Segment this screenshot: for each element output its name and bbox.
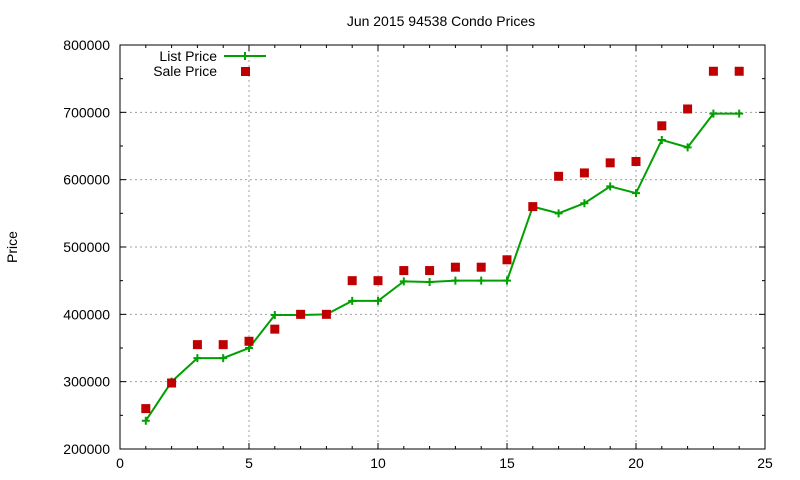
sale-price-point <box>425 266 435 276</box>
list-price-point <box>374 296 382 305</box>
sale-price-point <box>683 104 693 114</box>
sale-price-point <box>657 121 667 131</box>
grid <box>120 45 765 449</box>
sale-price-point <box>450 262 460 272</box>
list-price-point <box>683 143 692 152</box>
y-tick-label: 600000 <box>63 172 110 188</box>
chart-title: Jun 2015 94538 Condo Prices <box>347 13 535 29</box>
sale-price-point <box>347 276 357 286</box>
x-tick-label: 25 <box>757 455 773 471</box>
series-marks <box>141 66 744 425</box>
list-price-point <box>554 209 563 218</box>
list-price-line <box>144 112 740 422</box>
list-price-point <box>451 276 460 285</box>
y-tick-label: 300000 <box>63 374 110 390</box>
y-tick-label: 400000 <box>63 306 110 322</box>
y-tick-label: 800000 <box>63 37 110 53</box>
sale-price-point <box>528 202 538 212</box>
sale-price-point <box>270 324 280 334</box>
sale-price-point <box>476 262 486 272</box>
axis-ticks: 0 5 10 15 20 25 200000 300000 400000 500000 600000… <box>63 37 773 471</box>
sale-price-point <box>605 158 615 168</box>
sale-price-point <box>579 168 589 178</box>
y-axis-title: Price <box>4 231 20 263</box>
list-price-point <box>270 311 279 320</box>
legend: List Price Sale Price <box>153 48 266 79</box>
sale-price-point <box>141 404 151 414</box>
sale-price-point <box>244 336 254 346</box>
sale-price-point <box>734 66 744 76</box>
list-price-point <box>503 276 511 285</box>
y-tick-label: 500000 <box>63 239 110 255</box>
list-price-point <box>219 354 228 363</box>
sale-price-point <box>554 171 564 181</box>
x-tick-label: 5 <box>245 455 253 471</box>
sale-price-point <box>218 340 228 350</box>
sale-price-point <box>192 340 202 350</box>
legend-marker-sale-price <box>241 67 250 76</box>
list-price-point <box>709 109 718 118</box>
x-tick-label: 0 <box>116 455 124 471</box>
x-tick-label: 20 <box>628 455 644 471</box>
list-price-point <box>477 276 486 285</box>
sale-price-point <box>373 276 383 286</box>
list-price-point <box>141 416 150 425</box>
legend-label-list-price: List Price <box>159 48 217 64</box>
list-price-point <box>606 182 615 191</box>
sale-price-point <box>167 378 177 388</box>
list-price-point <box>348 296 357 305</box>
x-tick-label: 10 <box>370 455 386 471</box>
legend-label-sale-price: Sale Price <box>153 63 217 79</box>
x-tick-label: 15 <box>499 455 515 471</box>
y-tick-label: 200000 <box>63 441 110 457</box>
sale-price-point <box>708 66 718 76</box>
sale-price-point <box>296 309 306 319</box>
list-price-point <box>399 277 408 286</box>
list-price-point <box>193 354 202 363</box>
list-price-point <box>657 135 666 144</box>
sale-price-point <box>502 255 512 265</box>
sale-price-point <box>321 309 331 319</box>
list-price-point <box>632 189 640 198</box>
legend-marker-list-price <box>241 52 249 60</box>
list-price-point <box>580 199 589 208</box>
y-tick-label: 700000 <box>63 104 110 120</box>
sale-price-point <box>399 266 409 276</box>
list-price-point <box>425 278 434 287</box>
sale-price-point <box>631 156 641 166</box>
list-price-point <box>735 109 744 118</box>
